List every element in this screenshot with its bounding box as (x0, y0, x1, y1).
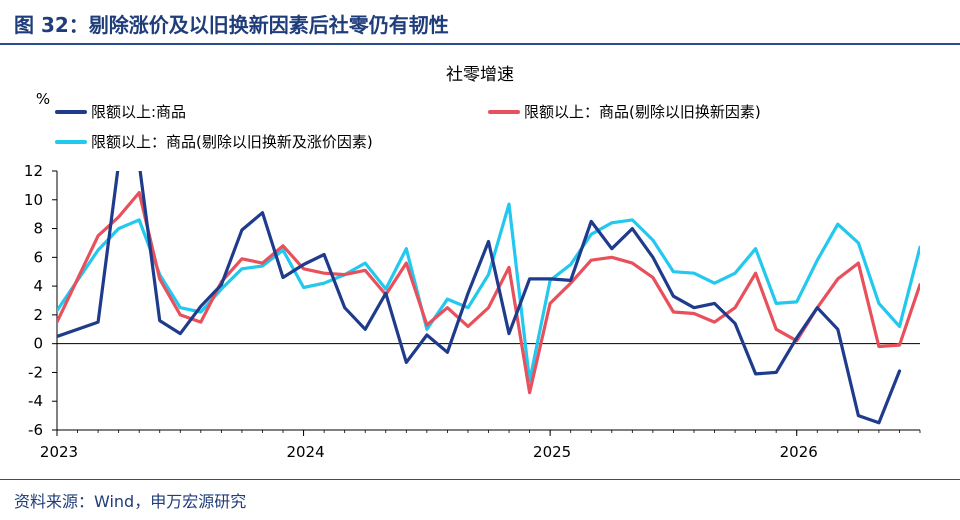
series-line-3 (57, 202, 920, 383)
plot-area (57, 171, 920, 425)
x-tick-label: 2024 (286, 443, 324, 461)
legend: 限额以上:商品 限额以上：商品(剔除以旧换新因素) 限额以上：商品(剔除以旧换新及涨… (55, 103, 761, 151)
series-line-1 (57, 171, 902, 425)
legend-label-1: 限额以上:商品 (91, 103, 186, 121)
x-tick-label: 2025 (533, 443, 571, 461)
x-tick-label: 2023 (40, 443, 78, 461)
y-tick-label: -2 (28, 363, 43, 381)
y-tick-label: 10 (24, 191, 43, 209)
axes: -6 -4 -2 0 2 4 6 8 10 12 2023 2024 2025 2026 (24, 162, 921, 461)
footer-divider (0, 479, 960, 480)
y-axis-unit: % (36, 90, 50, 108)
y-tick-label: 12 (24, 162, 43, 180)
y-tick-label: 6 (33, 248, 43, 266)
y-tick-label: 2 (33, 306, 43, 324)
source-note: 资料来源：Wind，申万宏源研究 (14, 492, 247, 511)
legend-label-3: 限额以上：商品(剔除以旧换新及涨价因素) (91, 133, 373, 151)
x-tick-label: 2026 (780, 443, 818, 461)
y-tick-label: -4 (28, 392, 43, 410)
line-chart: 社零增速 % 限额以上:商品 限额以上：商品(剔除以旧换新因素) 限额以上：商品(剔… (24, 65, 921, 461)
figure-title: 图 32：剔除涨价及以旧换新因素后社零仍有韧性 (14, 13, 449, 37)
series-line-2 (57, 191, 920, 395)
y-tick-label: 8 (33, 220, 43, 238)
y-tick-label: -6 (28, 421, 43, 439)
legend-label-2: 限额以上：商品(剔除以旧换新因素) (524, 103, 761, 121)
title-divider (0, 43, 960, 45)
chart-title: 社零增速 (446, 65, 514, 85)
y-tick-label: 4 (33, 277, 43, 295)
y-tick-label: 0 (33, 335, 43, 353)
